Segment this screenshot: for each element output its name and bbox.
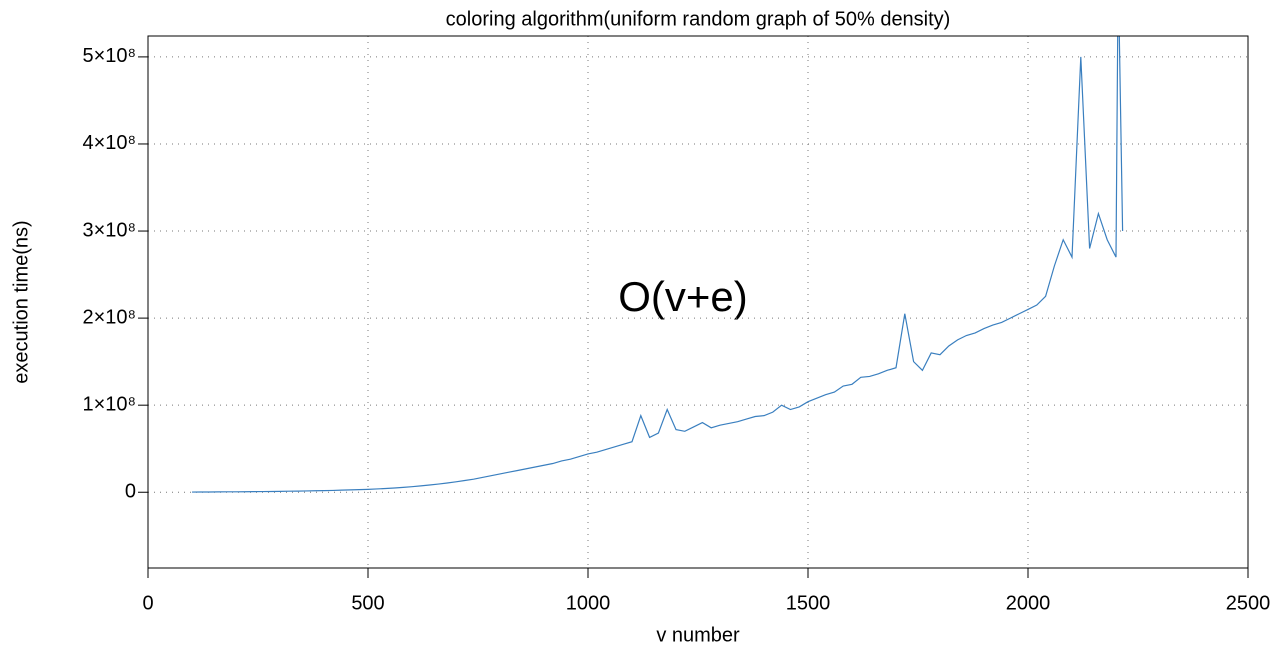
y-axis-label: execution time(ns) — [10, 220, 32, 383]
chart-title: coloring algorithm(uniform random graph … — [446, 8, 951, 30]
y-tick-label: 1×10⁸ — [83, 393, 137, 415]
x-tick-label: 1500 — [786, 592, 831, 614]
y-tick-label: 2×10⁸ — [83, 306, 137, 328]
plot-frame — [147, 35, 1249, 569]
y-tick-label: 3×10⁸ — [83, 219, 137, 241]
y-tick-label: 0 — [125, 481, 136, 503]
data-line — [191, 36, 1124, 493]
x-tick-label: 2000 — [1006, 592, 1051, 614]
plot-area — [191, 36, 1124, 493]
x-tick-label: 500 — [351, 592, 384, 614]
y-tick-label: 5×10⁸ — [83, 45, 137, 67]
x-axis-label: v number — [656, 624, 740, 646]
x-tick-label: 1000 — [566, 592, 611, 614]
annotation: O(v+e) — [618, 273, 748, 320]
x-tick-label: 2500 — [1226, 592, 1271, 614]
y-tick-label: 4×10⁸ — [83, 132, 137, 154]
x-tick-label: 0 — [142, 592, 153, 614]
